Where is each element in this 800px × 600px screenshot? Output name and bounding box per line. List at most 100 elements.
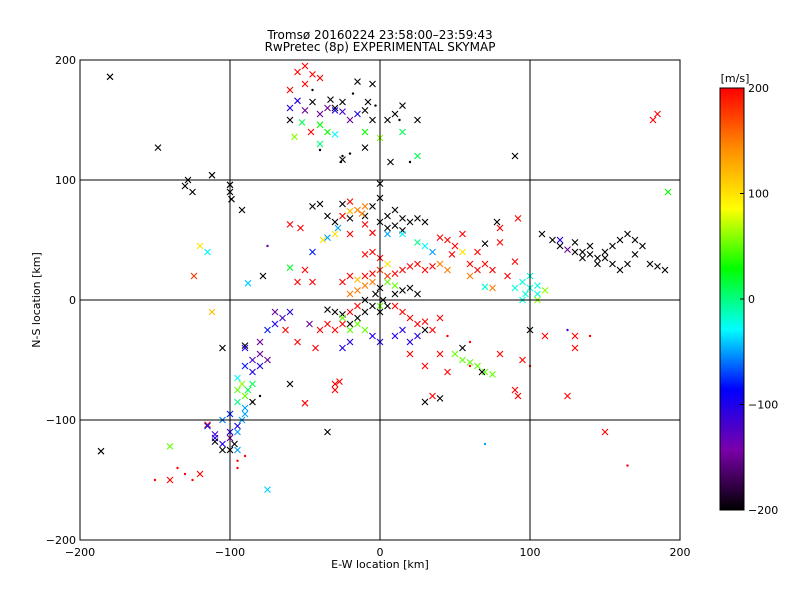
y-axis-label: N-S location [km] bbox=[30, 252, 43, 348]
data-point-cross bbox=[298, 119, 306, 126]
data-point-cross bbox=[609, 260, 616, 268]
data-point-cross bbox=[354, 314, 361, 322]
data-point-cross bbox=[309, 98, 316, 106]
data-point-cross bbox=[406, 284, 414, 292]
data-point-cross bbox=[331, 308, 339, 316]
data-point-cross bbox=[414, 239, 421, 246]
data-point-cross bbox=[319, 236, 327, 244]
data-point-cross bbox=[286, 221, 294, 228]
data-point-dot bbox=[408, 160, 412, 164]
data-point-cross bbox=[481, 240, 489, 247]
data-point-cross bbox=[166, 443, 174, 450]
data-point-cross bbox=[238, 380, 246, 388]
data-point-cross bbox=[259, 272, 267, 280]
data-point-cross bbox=[264, 326, 271, 334]
data-point-cross bbox=[391, 302, 399, 310]
data-point-cross bbox=[346, 207, 354, 215]
x-tick-label: −200 bbox=[65, 546, 95, 559]
data-point-cross bbox=[421, 362, 429, 370]
data-point-cross bbox=[339, 278, 346, 286]
data-point-cross bbox=[196, 242, 204, 250]
data-point-cross bbox=[384, 224, 391, 232]
x-tick-label: 200 bbox=[670, 546, 691, 559]
data-point-cross bbox=[339, 98, 346, 106]
data-point-cross bbox=[436, 260, 444, 268]
colorbar-tick-label: 100 bbox=[748, 188, 769, 201]
data-point-cross bbox=[579, 248, 586, 256]
data-point-cross bbox=[571, 344, 579, 352]
data-point-cross bbox=[271, 308, 279, 316]
data-point-cross bbox=[331, 326, 339, 334]
data-point-cross bbox=[601, 254, 609, 262]
data-point-cross bbox=[339, 212, 346, 220]
data-point-cross bbox=[361, 221, 369, 228]
data-point-cross bbox=[624, 230, 631, 238]
data-point-cross bbox=[391, 270, 399, 277]
data-point-cross bbox=[519, 278, 526, 286]
data-point-cross bbox=[579, 254, 586, 262]
data-point-cross bbox=[654, 110, 661, 118]
data-point-cross bbox=[294, 97, 301, 105]
data-point-cross bbox=[541, 287, 549, 294]
y-tick-label: 0 bbox=[69, 294, 76, 307]
x-tick-label: 0 bbox=[377, 546, 384, 559]
data-point-cross bbox=[384, 212, 391, 220]
colorbar-ticks: −200 −100 0 100 200 bbox=[740, 82, 778, 517]
data-point-cross bbox=[331, 104, 339, 112]
data-point-cross bbox=[459, 356, 466, 364]
data-point-cross bbox=[369, 302, 376, 310]
data-point-cross bbox=[421, 318, 429, 325]
data-point-dot bbox=[191, 478, 194, 482]
data-point-cross bbox=[429, 263, 436, 270]
data-point-cross bbox=[316, 326, 324, 334]
data-point-cross bbox=[391, 290, 399, 298]
colorbar-tick-label: −100 bbox=[748, 399, 778, 412]
data-point-dot bbox=[348, 152, 352, 155]
data-point-cross bbox=[331, 131, 339, 138]
data-point-cross bbox=[387, 158, 394, 166]
data-point-cross bbox=[301, 80, 309, 88]
data-point-cross bbox=[361, 308, 369, 316]
data-point-cross bbox=[481, 260, 489, 268]
data-point-cross bbox=[421, 398, 429, 406]
data-point-cross bbox=[306, 320, 313, 328]
data-point-cross bbox=[331, 218, 339, 226]
chart-title: Tromsø 20160224 23:58:00–23:59:43 bbox=[267, 28, 493, 42]
data-point-cross bbox=[384, 302, 391, 310]
data-point-cross bbox=[339, 344, 346, 352]
data-point-cross bbox=[241, 362, 249, 370]
data-point-cross bbox=[399, 266, 406, 274]
data-point-cross bbox=[664, 188, 672, 196]
data-point-cross bbox=[406, 350, 414, 358]
data-point-cross bbox=[346, 116, 354, 124]
data-point-cross bbox=[594, 260, 601, 268]
data-point-cross bbox=[429, 392, 436, 400]
data-point-cross bbox=[474, 362, 481, 370]
data-point-dot bbox=[626, 464, 629, 467]
data-point-cross bbox=[354, 78, 361, 85]
data-point-cross bbox=[639, 242, 646, 250]
data-point-dot bbox=[258, 394, 262, 398]
data-point-cross bbox=[241, 392, 249, 400]
data-point-cross bbox=[249, 356, 256, 364]
data-point-cross bbox=[324, 306, 331, 313]
data-point-cross bbox=[249, 368, 256, 376]
points-layer bbox=[97, 62, 672, 493]
data-point-cross bbox=[361, 326, 369, 334]
data-point-cross bbox=[316, 74, 324, 82]
data-point-cross bbox=[406, 314, 414, 322]
data-point-cross bbox=[346, 272, 354, 280]
data-point-cross bbox=[399, 326, 406, 334]
data-point-cross bbox=[489, 284, 496, 292]
data-point-cross bbox=[556, 236, 564, 244]
data-point-cross bbox=[354, 302, 361, 310]
data-point-cross bbox=[291, 133, 298, 141]
data-point-cross bbox=[414, 320, 421, 328]
data-point-cross bbox=[384, 272, 391, 280]
data-point-cross bbox=[196, 470, 204, 478]
data-point-cross bbox=[339, 320, 346, 328]
data-point-cross bbox=[511, 258, 519, 265]
data-point-cross bbox=[339, 314, 346, 322]
x-tick-label: −100 bbox=[215, 546, 245, 559]
data-point-cross bbox=[406, 338, 414, 346]
